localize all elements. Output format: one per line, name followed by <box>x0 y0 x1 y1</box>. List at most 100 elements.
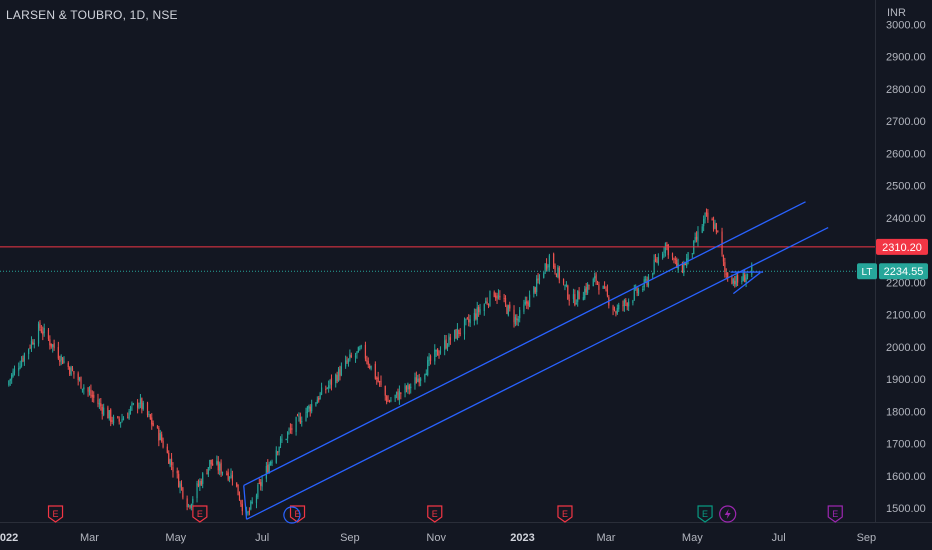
event-split-marker[interactable]: E <box>827 505 843 523</box>
candle-body <box>418 378 420 383</box>
y-tick-label: 2700.00 <box>886 116 926 128</box>
candle-body <box>63 361 65 363</box>
candle-body <box>33 342 35 345</box>
candle-body <box>744 274 746 283</box>
candle-body <box>742 273 744 281</box>
candle-body <box>206 473 208 475</box>
candle-body <box>715 223 717 232</box>
candle-body <box>18 367 20 371</box>
candle-body <box>192 498 194 503</box>
candle-body <box>473 312 475 321</box>
event-earnings-marker[interactable]: E <box>427 505 443 523</box>
candle-body <box>656 260 658 263</box>
candle-body <box>687 252 689 261</box>
candle-body <box>400 392 402 395</box>
candle-body <box>602 286 604 289</box>
candle-body <box>227 472 229 480</box>
candle-body <box>221 472 224 474</box>
candle-body <box>478 307 480 313</box>
candle-body <box>415 377 417 384</box>
candle-body <box>179 482 181 488</box>
candle-body <box>53 343 55 349</box>
event-earnings-marker[interactable]: E <box>47 505 64 523</box>
candle-body <box>71 368 74 371</box>
candle-body <box>311 404 313 412</box>
event-earnings-marker[interactable]: E <box>289 505 306 523</box>
candle-body <box>158 427 160 441</box>
candle-body <box>574 294 576 306</box>
trendline-triangle-bottom <box>732 272 761 295</box>
candle-body <box>653 260 655 274</box>
candle-body <box>453 329 456 339</box>
candle-body <box>414 377 416 386</box>
y-tick-label: 2900.00 <box>886 52 926 64</box>
candle-body <box>107 407 109 419</box>
candle-body <box>455 329 457 339</box>
candle-body <box>108 410 110 419</box>
candle-body <box>117 416 119 418</box>
candle-body <box>731 278 733 285</box>
candle-body <box>207 466 209 475</box>
event-label: E <box>432 509 438 519</box>
candle-body <box>81 388 84 390</box>
candle-body <box>435 349 437 352</box>
currency-label: INR <box>887 7 906 19</box>
candle-body <box>681 264 684 273</box>
candle-body <box>603 286 606 288</box>
candle-body <box>319 393 321 399</box>
candle-body <box>197 483 200 486</box>
candle-body <box>487 304 490 306</box>
candle-body <box>562 278 565 284</box>
last-price-badge <box>879 263 928 280</box>
x-tick-label: Sep <box>340 532 360 544</box>
candle-body <box>77 373 79 381</box>
candle-body <box>513 309 515 323</box>
candles <box>8 208 753 516</box>
candle-body <box>236 482 238 487</box>
candle-body <box>434 349 436 362</box>
candle-body <box>122 418 125 421</box>
candle-body <box>751 264 753 275</box>
candle-body <box>62 357 64 364</box>
candle-body <box>485 301 487 304</box>
candle-body <box>622 305 624 307</box>
candle-body <box>295 417 297 432</box>
candle-body <box>572 294 575 300</box>
candle-body <box>533 286 535 294</box>
candle-body <box>161 434 163 441</box>
candle-body <box>22 358 24 361</box>
candle-body <box>637 289 640 295</box>
candle-body <box>87 387 89 392</box>
symbol-label: LT <box>862 267 873 278</box>
candle-body <box>645 279 647 281</box>
candle-body <box>374 363 376 379</box>
event-dividend-marker[interactable]: E <box>697 505 713 523</box>
candle-body <box>523 304 525 312</box>
candle-body <box>52 344 54 347</box>
lightning-icon <box>719 505 737 523</box>
event-earnings-marker[interactable]: E <box>192 505 208 523</box>
candle-body <box>725 273 727 275</box>
candle-body <box>120 422 122 424</box>
candle-body <box>19 366 21 369</box>
candle-body <box>268 463 270 474</box>
candle-body <box>32 341 34 345</box>
candle-body <box>308 405 310 409</box>
candle-body <box>138 404 140 409</box>
y-tick-label: 1800.00 <box>886 406 926 418</box>
candle-body <box>287 432 289 439</box>
candle-body <box>538 278 541 280</box>
candle-body <box>707 212 709 220</box>
candle-body <box>345 360 347 367</box>
candle-body <box>466 317 468 319</box>
candle-body <box>349 354 351 360</box>
candle-body <box>694 237 696 241</box>
candle-body <box>596 281 599 283</box>
candle-body <box>616 307 618 314</box>
candle-body <box>29 347 31 349</box>
candle-body <box>42 331 44 335</box>
event-earnings-marker[interactable]: E <box>557 505 573 523</box>
candle-body <box>168 452 170 464</box>
candle-body <box>346 361 348 363</box>
